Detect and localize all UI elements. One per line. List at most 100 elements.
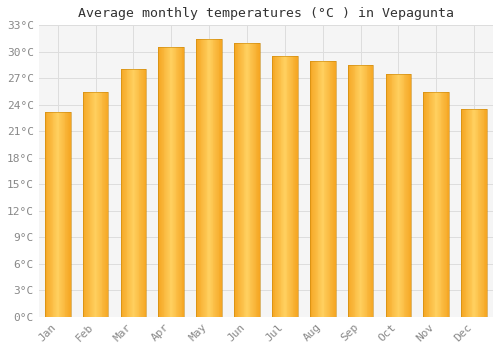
Bar: [168, 47, 170, 317]
Bar: [241, 43, 242, 317]
Bar: [466, 109, 468, 317]
Bar: [463, 109, 464, 317]
Bar: [472, 109, 474, 317]
Bar: [198, 38, 199, 317]
Bar: [174, 47, 176, 317]
Bar: [392, 74, 394, 317]
Bar: [402, 74, 404, 317]
Bar: [102, 92, 104, 317]
Bar: [316, 61, 318, 317]
Bar: [104, 92, 105, 317]
Bar: [138, 69, 140, 317]
Bar: [57, 112, 58, 317]
Bar: [179, 47, 180, 317]
Bar: [62, 112, 63, 317]
Bar: [371, 65, 372, 317]
Bar: [176, 47, 178, 317]
Bar: [136, 69, 137, 317]
Bar: [389, 74, 390, 317]
Bar: [120, 69, 122, 317]
Bar: [351, 65, 352, 317]
Bar: [280, 56, 281, 317]
Bar: [289, 56, 290, 317]
Bar: [248, 43, 250, 317]
Bar: [172, 47, 173, 317]
Bar: [235, 43, 236, 317]
Bar: [372, 65, 374, 317]
Bar: [360, 65, 362, 317]
Bar: [69, 112, 70, 317]
Bar: [178, 47, 179, 317]
Bar: [210, 38, 211, 317]
Bar: [276, 56, 277, 317]
Bar: [332, 61, 333, 317]
Bar: [462, 109, 487, 317]
Bar: [92, 92, 93, 317]
Bar: [246, 43, 247, 317]
Bar: [400, 74, 401, 317]
Bar: [131, 69, 132, 317]
Bar: [480, 109, 481, 317]
Bar: [50, 112, 51, 317]
Bar: [164, 47, 166, 317]
Bar: [135, 69, 136, 317]
Bar: [221, 38, 222, 317]
Bar: [286, 56, 288, 317]
Bar: [388, 74, 389, 317]
Bar: [327, 61, 328, 317]
Bar: [217, 38, 218, 317]
Bar: [196, 38, 197, 317]
Bar: [297, 56, 298, 317]
Bar: [396, 74, 398, 317]
Bar: [51, 112, 52, 317]
Bar: [484, 109, 486, 317]
Bar: [202, 38, 203, 317]
Bar: [363, 65, 364, 317]
Bar: [93, 92, 94, 317]
Bar: [158, 47, 184, 317]
Bar: [424, 92, 425, 317]
Bar: [258, 43, 259, 317]
Bar: [215, 38, 216, 317]
Bar: [143, 69, 144, 317]
Bar: [134, 69, 135, 317]
Bar: [218, 38, 220, 317]
Bar: [433, 92, 434, 317]
Bar: [431, 92, 432, 317]
Bar: [468, 109, 469, 317]
Bar: [197, 38, 198, 317]
Bar: [56, 112, 57, 317]
Bar: [427, 92, 428, 317]
Bar: [234, 43, 235, 317]
Bar: [333, 61, 334, 317]
Bar: [288, 56, 289, 317]
Bar: [430, 92, 431, 317]
Bar: [87, 92, 88, 317]
Bar: [82, 92, 108, 317]
Bar: [96, 92, 98, 317]
Bar: [334, 61, 336, 317]
Bar: [180, 47, 182, 317]
Bar: [100, 92, 102, 317]
Bar: [216, 38, 217, 317]
Bar: [476, 109, 478, 317]
Bar: [220, 38, 221, 317]
Bar: [123, 69, 124, 317]
Bar: [486, 109, 487, 317]
Bar: [254, 43, 256, 317]
Bar: [350, 65, 351, 317]
Bar: [60, 112, 61, 317]
Bar: [256, 43, 258, 317]
Bar: [354, 65, 356, 317]
Bar: [182, 47, 184, 317]
Bar: [407, 74, 408, 317]
Bar: [45, 112, 70, 317]
Bar: [326, 61, 327, 317]
Bar: [48, 112, 49, 317]
Bar: [481, 109, 482, 317]
Bar: [285, 56, 286, 317]
Bar: [122, 69, 123, 317]
Bar: [292, 56, 294, 317]
Bar: [274, 56, 276, 317]
Bar: [234, 43, 260, 317]
